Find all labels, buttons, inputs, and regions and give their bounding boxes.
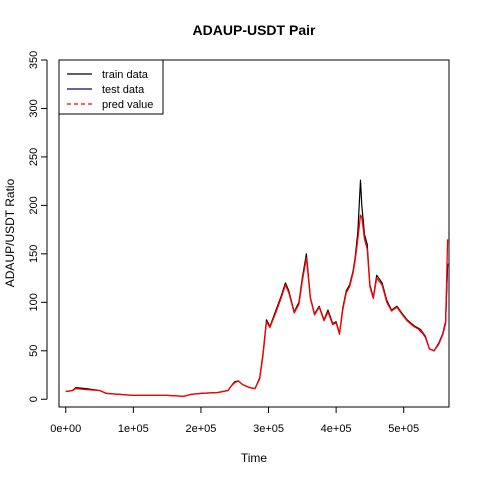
chart-title: ADAUP-USDT Pair: [193, 22, 316, 38]
y-tick-label: 100: [28, 293, 40, 311]
series-layer: [65, 179, 449, 397]
y-axis-label: ADAUP/USDT Ratio: [3, 178, 17, 287]
y-tick-label: 250: [28, 148, 40, 166]
legend-label: train data: [102, 69, 149, 81]
series-line-pred-value: [65, 214, 449, 397]
y-tick-label: 200: [28, 196, 40, 214]
legend-label: pred value: [102, 99, 153, 111]
x-axis: 0e+00 1e+05 2e+05 3e+05 4e+05 5e+05: [50, 406, 419, 435]
series-line-train-data: [65, 179, 449, 397]
x-tick-label: 2e+05: [185, 423, 216, 435]
y-tick-label: 350: [28, 51, 40, 69]
x-tick-label: 4e+05: [321, 423, 352, 435]
x-tick-label: 3e+05: [253, 423, 284, 435]
x-axis-label: Time: [241, 451, 268, 465]
y-tick-label: 50: [28, 345, 40, 357]
y-tick-label: 150: [28, 245, 40, 263]
y-axis: 0 50 100 150 200 250 300 350: [28, 51, 48, 402]
x-tick-label: 1e+05: [118, 423, 149, 435]
y-tick-label: 0: [28, 396, 40, 402]
legend: train data test data pred value: [58, 59, 164, 115]
x-tick-label: 5e+05: [388, 423, 419, 435]
y-tick-label: 300: [28, 99, 40, 117]
x-tick-label: 0e+00: [50, 423, 81, 435]
legend-box: [58, 59, 164, 115]
series-line-test-data: [418, 263, 449, 352]
legend-label: test data: [102, 84, 145, 96]
